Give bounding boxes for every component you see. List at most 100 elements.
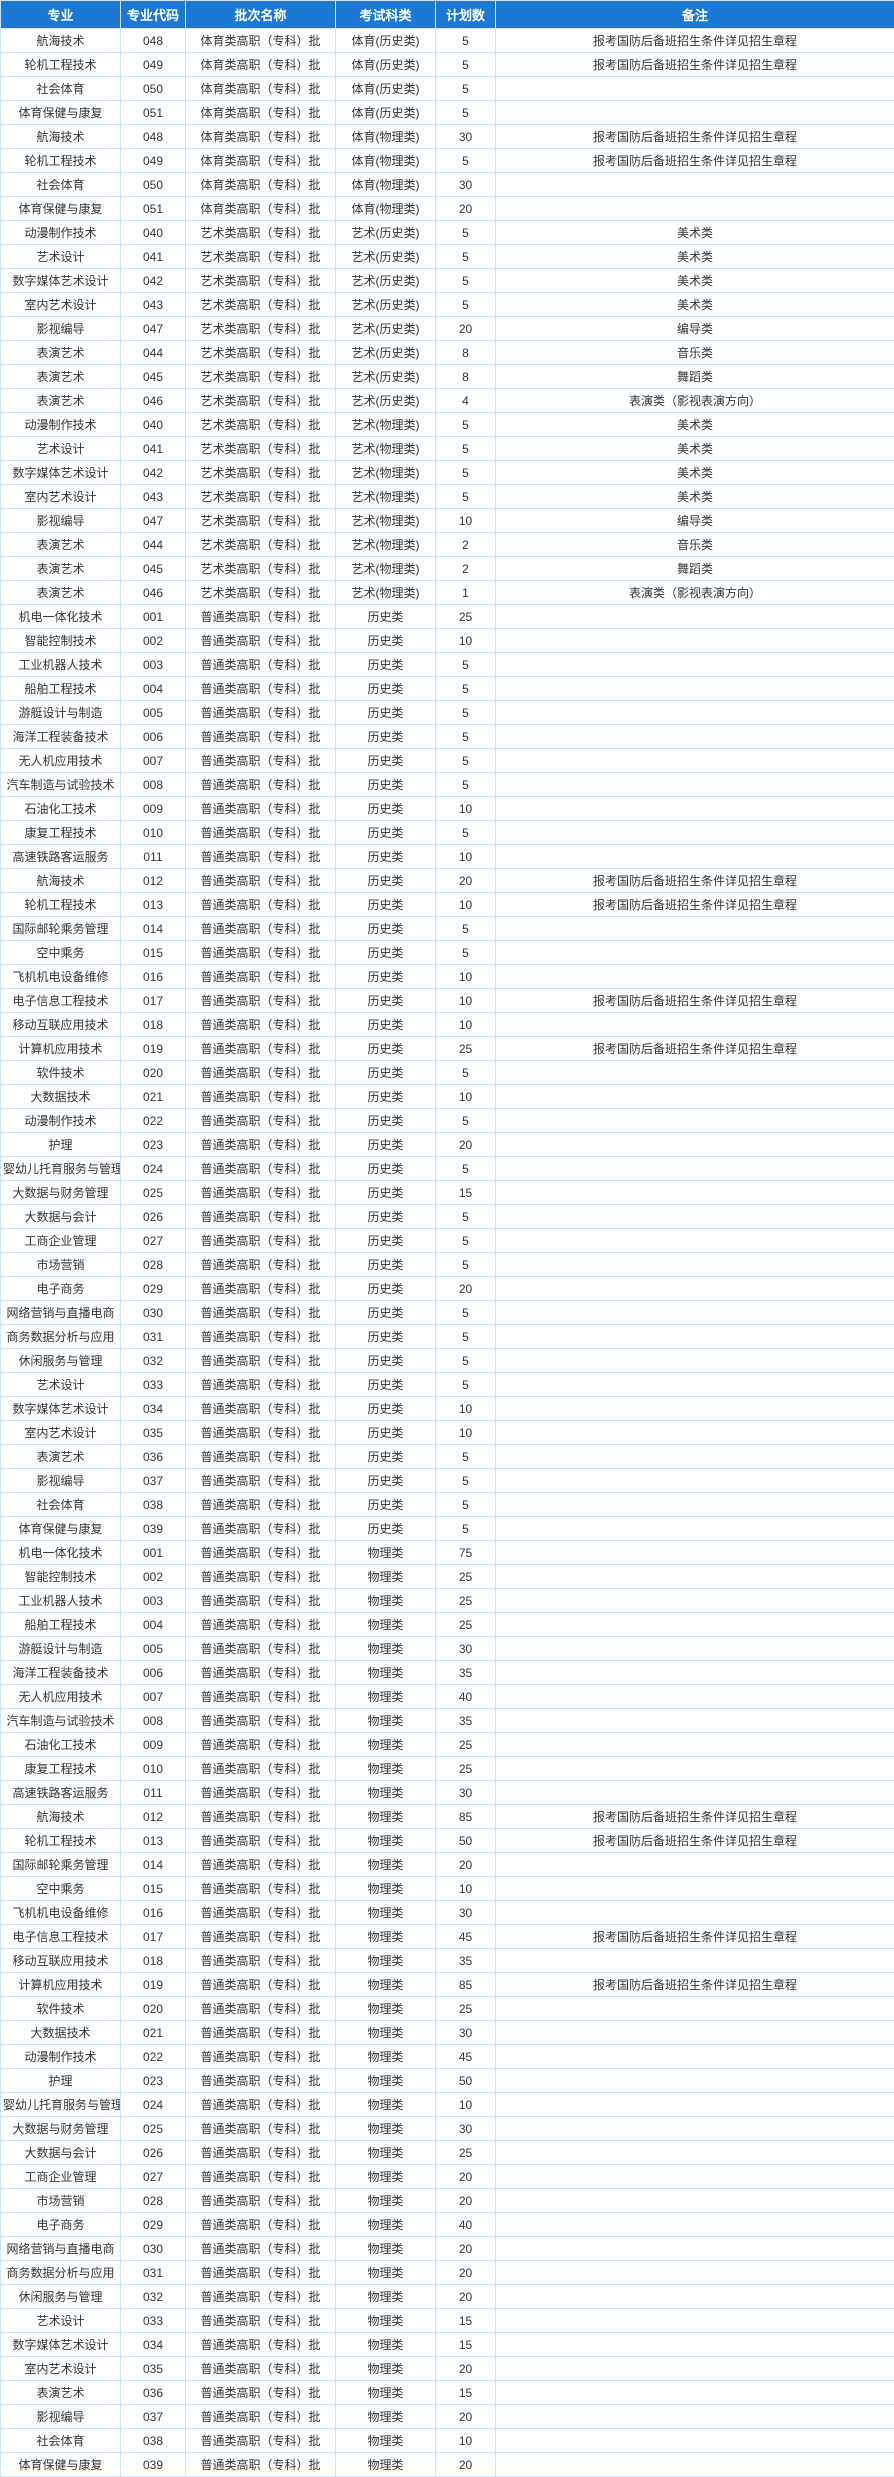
cell: 石油化工技术 [1, 1733, 121, 1757]
cell: 体育(物理类) [336, 125, 436, 149]
cell: 008 [121, 1709, 186, 1733]
cell: 普通类高职（专科）批 [186, 1685, 336, 1709]
cell: 物理类 [336, 1781, 436, 1805]
table-row: 商务数据分析与应用031普通类高职（专科）批物理类20 [1, 2261, 894, 2285]
cell: 005 [121, 701, 186, 725]
cell: 20 [436, 1277, 496, 1301]
cell: 大数据技术 [1, 2021, 121, 2045]
cell: 025 [121, 1181, 186, 1205]
cell [496, 2069, 894, 2093]
cell [496, 1205, 894, 1229]
cell: 表演艺术 [1, 1445, 121, 1469]
cell: 数字媒体艺术设计 [1, 2333, 121, 2357]
table-row: 航海技术048体育类高职（专科）批体育(历史类)5报考国防后备班招生条件详见招生… [1, 29, 894, 53]
cell: 4 [436, 389, 496, 413]
table-row: 国际邮轮乘务管理014普通类高职（专科）批物理类20 [1, 1853, 894, 1877]
cell: 10 [436, 1877, 496, 1901]
table-row: 动漫制作技术022普通类高职（专科）批历史类5 [1, 1109, 894, 1133]
cell: 普通类高职（专科）批 [186, 1829, 336, 1853]
cell: 014 [121, 917, 186, 941]
cell: 047 [121, 317, 186, 341]
cell: 5 [436, 461, 496, 485]
cell: 044 [121, 533, 186, 557]
cell: 普通类高职（专科）批 [186, 941, 336, 965]
cell: 20 [436, 2165, 496, 2189]
cell: 45 [436, 2045, 496, 2069]
cell: 10 [436, 1397, 496, 1421]
cell: 20 [436, 2189, 496, 2213]
table-row: 轮机工程技术013普通类高职（专科）批历史类10报考国防后备班招生条件详见招生章… [1, 893, 894, 917]
table-row: 石油化工技术009普通类高职（专科）批物理类25 [1, 1733, 894, 1757]
cell [496, 1541, 894, 1565]
cell: 042 [121, 461, 186, 485]
cell: 043 [121, 485, 186, 509]
cell: 普通类高职（专科）批 [186, 1085, 336, 1109]
cell: 报考国防后备班招生条件详见招生章程 [496, 29, 894, 53]
cell: 计算机应用技术 [1, 1037, 121, 1061]
cell: 软件技术 [1, 1061, 121, 1085]
cell: 艺术(物理类) [336, 509, 436, 533]
table-row: 室内艺术设计035普通类高职（专科）批历史类10 [1, 1421, 894, 1445]
cell [496, 1637, 894, 1661]
cell: 10 [436, 1013, 496, 1037]
cell: 艺术类高职（专科）批 [186, 485, 336, 509]
cell: 普通类高职（专科）批 [186, 1781, 336, 1805]
table-row: 轮机工程技术013普通类高职（专科）批物理类50报考国防后备班招生条件详见招生章… [1, 1829, 894, 1853]
cell: 25 [436, 605, 496, 629]
cell: 普通类高职（专科）批 [186, 989, 336, 1013]
table-row: 数字媒体艺术设计034普通类高职（专科）批历史类10 [1, 1397, 894, 1421]
cell: 普通类高职（专科）批 [186, 1349, 336, 1373]
cell: 普通类高职（专科）批 [186, 2405, 336, 2429]
cell [496, 2285, 894, 2309]
cell: 艺术类高职（专科）批 [186, 533, 336, 557]
cell [496, 2261, 894, 2285]
cell: 5 [436, 413, 496, 437]
table-row: 智能控制技术002普通类高职（专科）批历史类10 [1, 629, 894, 653]
cell: 014 [121, 1853, 186, 1877]
cell: 5 [436, 269, 496, 293]
cell: 20 [436, 2357, 496, 2381]
cell: 普通类高职（专科）批 [186, 2165, 336, 2189]
cell: 25 [436, 1733, 496, 1757]
cell: 汽车制造与试验技术 [1, 773, 121, 797]
cell: 大数据与财务管理 [1, 1181, 121, 1205]
cell: 5 [436, 821, 496, 845]
cell: 5 [436, 1205, 496, 1229]
cell: 物理类 [336, 1541, 436, 1565]
cell [496, 1661, 894, 1685]
table-row: 大数据技术021普通类高职（专科）批物理类30 [1, 2021, 894, 2045]
cell: 报考国防后备班招生条件详见招生章程 [496, 1037, 894, 1061]
cell: 艺术设计 [1, 437, 121, 461]
cell: 表演艺术 [1, 2381, 121, 2405]
cell: 大数据与会计 [1, 1205, 121, 1229]
cell: 普通类高职（专科）批 [186, 1397, 336, 1421]
cell: 031 [121, 1325, 186, 1349]
cell [496, 2165, 894, 2189]
cell [496, 101, 894, 125]
cell: 036 [121, 2381, 186, 2405]
cell: 045 [121, 557, 186, 581]
cell: 026 [121, 1205, 186, 1229]
cell [496, 2189, 894, 2213]
cell: 艺术设计 [1, 2309, 121, 2333]
cell: 普通类高职（专科）批 [186, 1445, 336, 1469]
cell: 无人机应用技术 [1, 749, 121, 773]
table-row: 婴幼儿托育服务与管理024普通类高职（专科）批物理类10 [1, 2093, 894, 2117]
cell: 美术类 [496, 461, 894, 485]
col-header-1: 专业代码 [121, 1, 186, 29]
table-row: 数字媒体艺术设计042艺术类高职（专科）批艺术(历史类)5美术类 [1, 269, 894, 293]
cell: 031 [121, 2261, 186, 2285]
cell: 普通类高职（专科）批 [186, 1877, 336, 1901]
cell: 045 [121, 365, 186, 389]
cell: 电子商务 [1, 2213, 121, 2237]
table-row: 高速铁路客运服务011普通类高职（专科）批历史类10 [1, 845, 894, 869]
cell [496, 653, 894, 677]
table-row: 康复工程技术010普通类高职（专科）批历史类5 [1, 821, 894, 845]
cell [496, 1757, 894, 1781]
cell [496, 821, 894, 845]
cell: 历史类 [336, 1493, 436, 1517]
cell [496, 1253, 894, 1277]
cell [496, 1997, 894, 2021]
cell: 历史类 [336, 1133, 436, 1157]
cell: 普通类高职（专科）批 [186, 653, 336, 677]
